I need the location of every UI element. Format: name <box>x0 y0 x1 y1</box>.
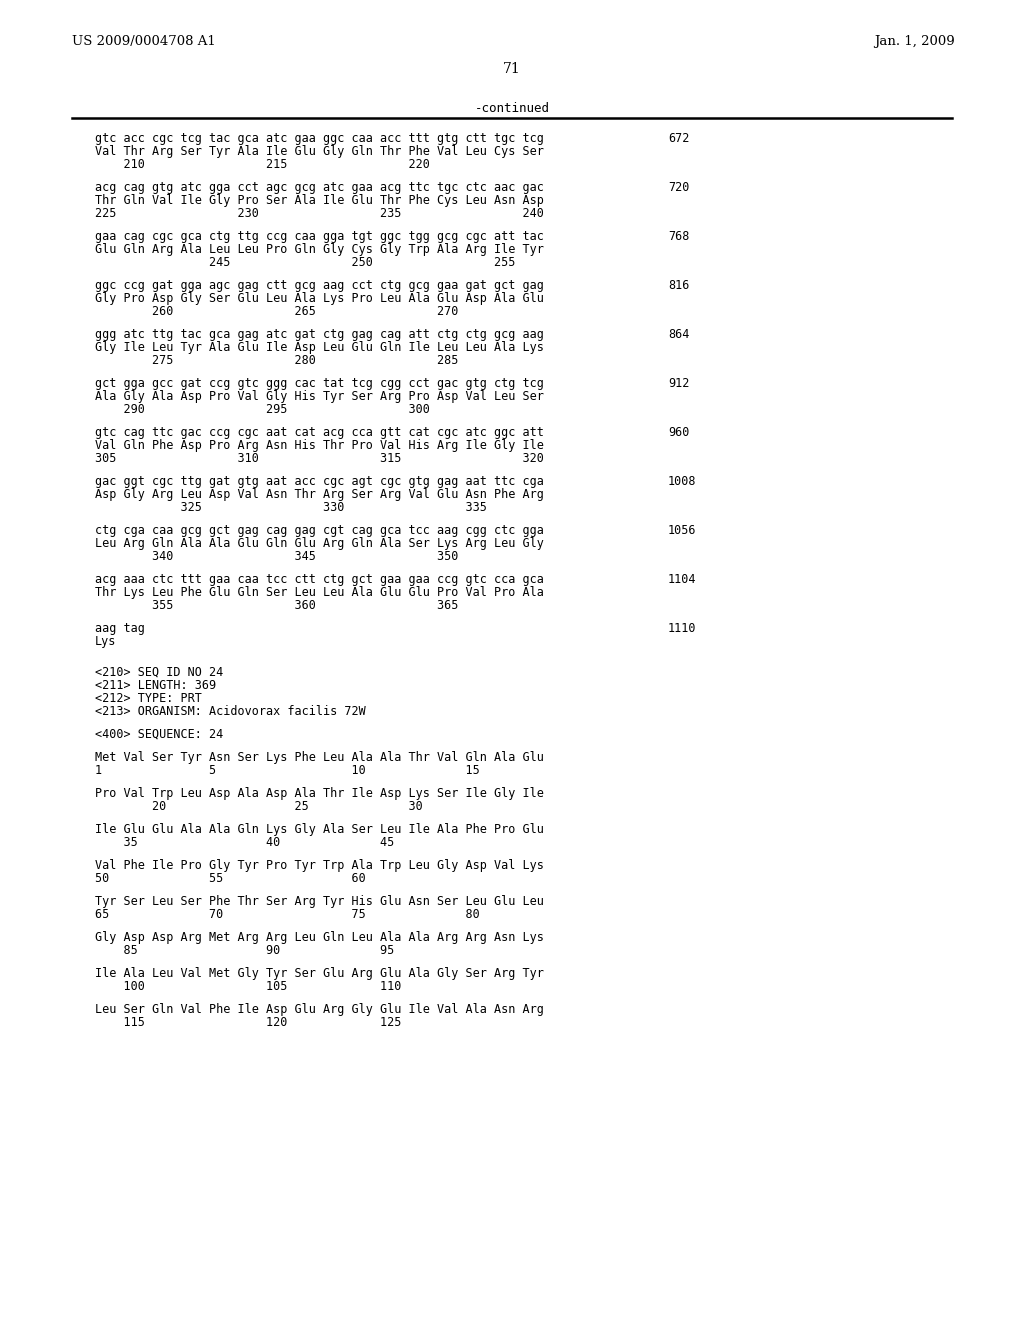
Text: <211> LENGTH: 369: <211> LENGTH: 369 <box>95 678 216 692</box>
Text: gaa cag cgc gca ctg ttg ccg caa gga tgt ggc tgg gcg cgc att tac: gaa cag cgc gca ctg ttg ccg caa gga tgt … <box>95 230 544 243</box>
Text: 100                 105             110: 100 105 110 <box>95 979 401 993</box>
Text: 260                 265                 270: 260 265 270 <box>95 305 459 318</box>
Text: Leu Ser Gln Val Phe Ile Asp Glu Arg Gly Glu Ile Val Ala Asn Arg: Leu Ser Gln Val Phe Ile Asp Glu Arg Gly … <box>95 1003 544 1016</box>
Text: Thr Gln Val Ile Gly Pro Ser Ala Ile Glu Thr Phe Cys Leu Asn Asp: Thr Gln Val Ile Gly Pro Ser Ala Ile Glu … <box>95 194 544 207</box>
Text: Val Gln Phe Asp Pro Arg Asn His Thr Pro Val His Arg Ile Gly Ile: Val Gln Phe Asp Pro Arg Asn His Thr Pro … <box>95 440 544 451</box>
Text: 720: 720 <box>668 181 689 194</box>
Text: Leu Arg Gln Ala Ala Glu Gln Glu Arg Gln Ala Ser Lys Arg Leu Gly: Leu Arg Gln Ala Ala Glu Gln Glu Arg Gln … <box>95 537 544 550</box>
Text: 71: 71 <box>503 62 521 77</box>
Text: 768: 768 <box>668 230 689 243</box>
Text: gct gga gcc gat ccg gtc ggg cac tat tcg cgg cct gac gtg ctg tcg: gct gga gcc gat ccg gtc ggg cac tat tcg … <box>95 378 544 389</box>
Text: 1110: 1110 <box>668 622 696 635</box>
Text: Asp Gly Arg Leu Asp Val Asn Thr Arg Ser Arg Val Glu Asn Phe Arg: Asp Gly Arg Leu Asp Val Asn Thr Arg Ser … <box>95 488 544 502</box>
Text: 290                 295                 300: 290 295 300 <box>95 403 430 416</box>
Text: 65              70                  75              80: 65 70 75 80 <box>95 908 480 921</box>
Text: Gly Asp Asp Arg Met Arg Arg Leu Gln Leu Ala Ala Arg Arg Asn Lys: Gly Asp Asp Arg Met Arg Arg Leu Gln Leu … <box>95 931 544 944</box>
Text: 864: 864 <box>668 327 689 341</box>
Text: Lys: Lys <box>95 635 117 648</box>
Text: 355                 360                 365: 355 360 365 <box>95 599 459 612</box>
Text: ggg atc ttg tac gca gag atc gat ctg gag cag att ctg ctg gcg aag: ggg atc ttg tac gca gag atc gat ctg gag … <box>95 327 544 341</box>
Text: 672: 672 <box>668 132 689 145</box>
Text: gac ggt cgc ttg gat gtg aat acc cgc agt cgc gtg gag aat ttc cga: gac ggt cgc ttg gat gtg aat acc cgc agt … <box>95 475 544 488</box>
Text: Ile Ala Leu Val Met Gly Tyr Ser Glu Arg Glu Ala Gly Ser Arg Tyr: Ile Ala Leu Val Met Gly Tyr Ser Glu Arg … <box>95 968 544 979</box>
Text: 325                 330                 335: 325 330 335 <box>95 502 486 513</box>
Text: gtc cag ttc gac ccg cgc aat cat acg cca gtt cat cgc atc ggc att: gtc cag ttc gac ccg cgc aat cat acg cca … <box>95 426 544 440</box>
Text: 85                  90              95: 85 90 95 <box>95 944 394 957</box>
Text: Val Thr Arg Ser Tyr Ala Ile Glu Gly Gln Thr Phe Val Leu Cys Ser: Val Thr Arg Ser Tyr Ala Ile Glu Gly Gln … <box>95 145 544 158</box>
Text: 115                 120             125: 115 120 125 <box>95 1016 401 1030</box>
Text: 245                 250                 255: 245 250 255 <box>95 256 515 269</box>
Text: US 2009/0004708 A1: US 2009/0004708 A1 <box>72 36 216 48</box>
Text: 1               5                   10              15: 1 5 10 15 <box>95 764 480 777</box>
Text: ctg cga caa gcg gct gag cag gag cgt cag gca tcc aag cgg ctc gga: ctg cga caa gcg gct gag cag gag cgt cag … <box>95 524 544 537</box>
Text: ggc ccg gat gga agc gag ctt gcg aag cct ctg gcg gaa gat gct gag: ggc ccg gat gga agc gag ctt gcg aag cct … <box>95 279 544 292</box>
Text: acg cag gtg atc gga cct agc gcg atc gaa acg ttc tgc ctc aac gac: acg cag gtg atc gga cct agc gcg atc gaa … <box>95 181 544 194</box>
Text: Gly Pro Asp Gly Ser Glu Leu Ala Lys Pro Leu Ala Glu Asp Ala Glu: Gly Pro Asp Gly Ser Glu Leu Ala Lys Pro … <box>95 292 544 305</box>
Text: <212> TYPE: PRT: <212> TYPE: PRT <box>95 692 202 705</box>
Text: 225                 230                 235                 240: 225 230 235 240 <box>95 207 544 220</box>
Text: 50              55                  60: 50 55 60 <box>95 873 366 884</box>
Text: gtc acc cgc tcg tac gca atc gaa ggc caa acc ttt gtg ctt tgc tcg: gtc acc cgc tcg tac gca atc gaa ggc caa … <box>95 132 544 145</box>
Text: <213> ORGANISM: Acidovorax facilis 72W: <213> ORGANISM: Acidovorax facilis 72W <box>95 705 366 718</box>
Text: aag tag: aag tag <box>95 622 144 635</box>
Text: -continued: -continued <box>474 102 550 115</box>
Text: 1104: 1104 <box>668 573 696 586</box>
Text: 816: 816 <box>668 279 689 292</box>
Text: acg aaa ctc ttt gaa caa tcc ctt ctg gct gaa gaa ccg gtc cca gca: acg aaa ctc ttt gaa caa tcc ctt ctg gct … <box>95 573 544 586</box>
Text: Ile Glu Glu Ala Ala Gln Lys Gly Ala Ser Leu Ile Ala Phe Pro Glu: Ile Glu Glu Ala Ala Gln Lys Gly Ala Ser … <box>95 822 544 836</box>
Text: Tyr Ser Leu Ser Phe Thr Ser Arg Tyr His Glu Asn Ser Leu Glu Leu: Tyr Ser Leu Ser Phe Thr Ser Arg Tyr His … <box>95 895 544 908</box>
Text: 1008: 1008 <box>668 475 696 488</box>
Text: 305                 310                 315                 320: 305 310 315 320 <box>95 451 544 465</box>
Text: Thr Lys Leu Phe Glu Gln Ser Leu Leu Ala Glu Glu Pro Val Pro Ala: Thr Lys Leu Phe Glu Gln Ser Leu Leu Ala … <box>95 586 544 599</box>
Text: 20                  25              30: 20 25 30 <box>95 800 423 813</box>
Text: Val Phe Ile Pro Gly Tyr Pro Tyr Trp Ala Trp Leu Gly Asp Val Lys: Val Phe Ile Pro Gly Tyr Pro Tyr Trp Ala … <box>95 859 544 873</box>
Text: <400> SEQUENCE: 24: <400> SEQUENCE: 24 <box>95 729 223 741</box>
Text: 1056: 1056 <box>668 524 696 537</box>
Text: <210> SEQ ID NO 24: <210> SEQ ID NO 24 <box>95 667 223 678</box>
Text: 960: 960 <box>668 426 689 440</box>
Text: Glu Gln Arg Ala Leu Leu Pro Gln Gly Cys Gly Trp Ala Arg Ile Tyr: Glu Gln Arg Ala Leu Leu Pro Gln Gly Cys … <box>95 243 544 256</box>
Text: Ala Gly Ala Asp Pro Val Gly His Tyr Ser Arg Pro Asp Val Leu Ser: Ala Gly Ala Asp Pro Val Gly His Tyr Ser … <box>95 389 544 403</box>
Text: 912: 912 <box>668 378 689 389</box>
Text: Jan. 1, 2009: Jan. 1, 2009 <box>874 36 955 48</box>
Text: 340                 345                 350: 340 345 350 <box>95 550 459 564</box>
Text: Met Val Ser Tyr Asn Ser Lys Phe Leu Ala Ala Thr Val Gln Ala Glu: Met Val Ser Tyr Asn Ser Lys Phe Leu Ala … <box>95 751 544 764</box>
Text: 210                 215                 220: 210 215 220 <box>95 158 430 172</box>
Text: Pro Val Trp Leu Asp Ala Asp Ala Thr Ile Asp Lys Ser Ile Gly Ile: Pro Val Trp Leu Asp Ala Asp Ala Thr Ile … <box>95 787 544 800</box>
Text: 275                 280                 285: 275 280 285 <box>95 354 459 367</box>
Text: 35                  40              45: 35 40 45 <box>95 836 394 849</box>
Text: Gly Ile Leu Tyr Ala Glu Ile Asp Leu Glu Gln Ile Leu Leu Ala Lys: Gly Ile Leu Tyr Ala Glu Ile Asp Leu Glu … <box>95 341 544 354</box>
